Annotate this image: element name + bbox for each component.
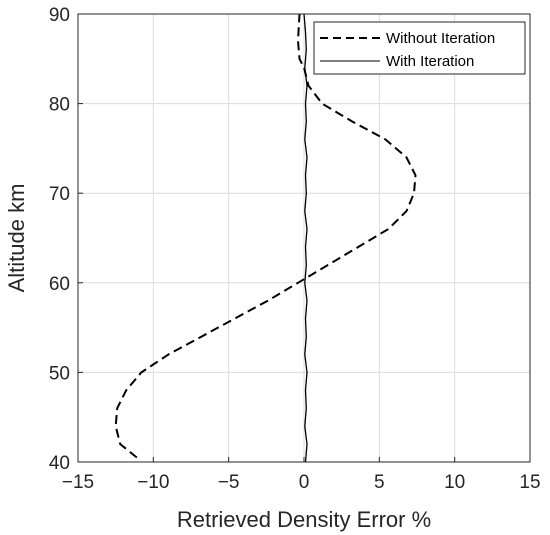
x-tick-label: −15 (62, 472, 94, 493)
legend-label-with-iteration: With Iteration (386, 53, 474, 70)
y-tick-label: 80 (49, 95, 70, 116)
x-tick-label: 5 (374, 472, 385, 493)
x-axis-label: Retrieved Density Error % (177, 507, 431, 532)
y-tick-label: 40 (49, 453, 70, 474)
y-tick-label: 90 (49, 5, 70, 26)
ticks: −15 −10 −5 0 5 10 15 40 50 60 70 80 90 (49, 5, 541, 493)
x-tick-label: 0 (299, 472, 310, 493)
legend: Without Iteration With Iteration (313, 21, 526, 75)
y-axis-label: Altitude km (4, 184, 29, 293)
y-tick-label: 70 (49, 184, 70, 205)
series-line-with-iteration (303, 13, 308, 463)
x-tick-label: −5 (218, 472, 240, 493)
x-tick-label: 15 (519, 472, 540, 493)
legend-box (313, 21, 526, 75)
y-tick-label: 50 (49, 363, 70, 384)
series-line-without-iteration (114, 13, 417, 459)
legend-label-without-iteration: Without Iteration (386, 30, 495, 47)
x-tick-label: −10 (137, 472, 169, 493)
y-tick-label: 60 (49, 274, 70, 295)
x-tick-label: 10 (444, 472, 465, 493)
series-layer (114, 13, 417, 463)
